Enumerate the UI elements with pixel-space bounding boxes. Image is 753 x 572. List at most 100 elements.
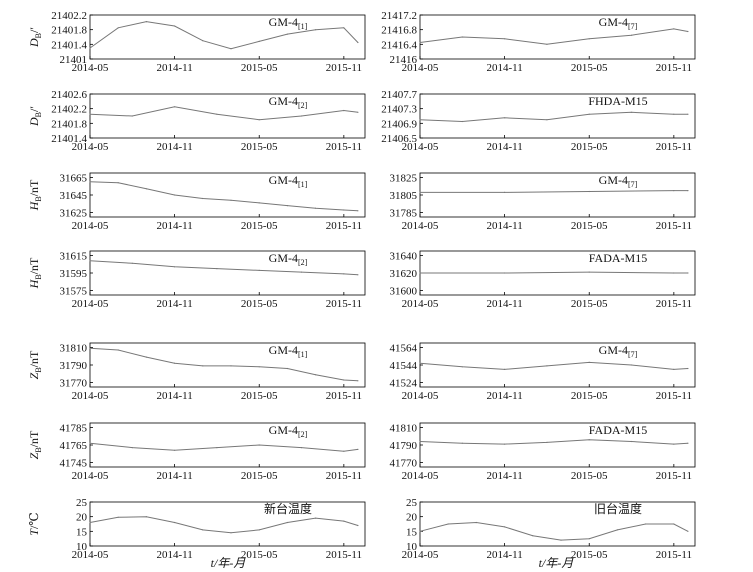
data-point <box>117 516 119 518</box>
data-point <box>419 530 421 532</box>
panel-10: 2014-05 2014-11 2015-05 2015-11 41564 41544 41… <box>390 342 696 402</box>
data-point <box>89 260 91 262</box>
data-point <box>343 520 345 522</box>
x-tick-label: 2014-05 <box>402 470 439 482</box>
data-point <box>131 115 133 117</box>
data-point <box>532 535 534 537</box>
data-point <box>673 190 675 192</box>
panel-frame <box>419 93 696 139</box>
x-tick-label: 2015-05 <box>571 141 608 153</box>
x-tick-label: 2014-05 <box>72 62 109 74</box>
data-point <box>419 362 421 364</box>
data-point <box>673 28 675 30</box>
y-tick-label: 21416 <box>390 54 418 66</box>
y-tick-label: 20 <box>406 512 418 524</box>
data-point <box>687 190 689 192</box>
data-point <box>419 119 421 121</box>
y-tick-label: 31625 <box>60 208 88 220</box>
y-tick-label: 21402.2 <box>51 104 87 116</box>
x-tick-label: 2015-05 <box>571 549 608 561</box>
data-point <box>174 194 176 196</box>
x-tick-label: 2014-05 <box>72 220 109 232</box>
x-tick-label: 2014-11 <box>156 470 192 482</box>
panel-title: GM-4[7] <box>599 15 638 31</box>
series-line <box>89 260 358 276</box>
data-point <box>357 274 359 276</box>
data-point <box>357 380 359 382</box>
y-tick-label: 31575 <box>60 286 88 298</box>
data-point <box>588 361 590 363</box>
y-tick-label: 31810 <box>60 342 88 354</box>
y-axis-label: DB/′ <box>27 106 43 127</box>
data-point <box>504 443 506 445</box>
y-tick-label: 25 <box>76 497 88 509</box>
x-tick-label: 2015-11 <box>656 470 692 482</box>
data-point <box>504 191 506 193</box>
data-point <box>357 448 359 450</box>
x-tick-label: 2014-05 <box>402 390 439 402</box>
data-point <box>315 374 317 376</box>
data-point <box>216 113 218 115</box>
data-point <box>174 25 176 27</box>
data-point <box>588 538 590 540</box>
data-point <box>89 181 91 183</box>
y-tick-label: 41524 <box>390 378 418 390</box>
panel-11: 2014-05 2014-11 2015-05 2015-11 41785 41765 41… <box>27 422 366 482</box>
data-point <box>230 199 232 201</box>
data-point <box>258 40 260 43</box>
panel-8: 2014-05 2014-11 2015-05 2015-11 31640 31620 31… <box>390 250 696 310</box>
panel-title: 旧台温度 <box>594 501 642 516</box>
y-tick-label: 31825 <box>390 172 418 184</box>
x-tick-label: 2014-05 <box>402 141 439 153</box>
series-line <box>419 361 688 370</box>
data-point <box>343 27 345 29</box>
data-point <box>230 365 232 367</box>
panel-14: 2014-05 2014-11 2015-05 2015-11 25 20 15 10 旧台温度 <box>402 497 696 561</box>
x-axis-title-left: t/年-月 <box>211 556 247 570</box>
y-axis-label: DB/′ <box>27 27 43 48</box>
data-point <box>145 188 147 190</box>
y-tick-label: 31615 <box>60 250 88 262</box>
data-point <box>174 521 176 524</box>
panel-frame <box>89 14 366 60</box>
data-point <box>131 262 133 264</box>
data-point <box>357 210 359 212</box>
x-tick-label: 2015-05 <box>241 141 278 153</box>
data-point <box>286 367 288 370</box>
panel-title: 新台温度 <box>264 501 312 516</box>
panel-title: GM-4[1] <box>269 15 308 31</box>
data-point <box>216 268 218 270</box>
data-point <box>461 120 463 123</box>
data-point <box>687 530 689 532</box>
data-point <box>461 36 463 38</box>
data-point <box>673 272 675 274</box>
panel-frame <box>89 342 366 388</box>
x-tick-label: 2015-11 <box>656 220 692 232</box>
y-tick-label: 31790 <box>60 360 88 372</box>
data-point <box>546 441 548 443</box>
x-tick-label: 2015-05 <box>571 298 608 310</box>
data-point <box>202 365 204 367</box>
data-point <box>560 539 562 541</box>
data-point <box>117 349 119 351</box>
data-point <box>630 111 633 113</box>
data-point <box>89 442 91 444</box>
x-tick-label: 2014-11 <box>486 470 522 482</box>
y-tick-label: 20 <box>76 512 88 524</box>
data-point <box>117 27 119 29</box>
data-point <box>546 119 548 121</box>
y-tick-label: 41785 <box>60 422 88 434</box>
y-tick-label: 41564 <box>390 342 418 354</box>
y-tick-label: 31640 <box>390 250 418 262</box>
series-line <box>89 516 359 534</box>
y-tick-label: 41745 <box>60 458 88 470</box>
x-tick-label: 2014-05 <box>402 549 439 561</box>
y-tick-label: 21401 <box>60 54 88 66</box>
x-tick-label: 2015-11 <box>326 470 362 482</box>
data-point <box>174 362 176 364</box>
panel-frame <box>89 93 366 139</box>
panel-title: GM-4[2] <box>269 94 308 110</box>
data-point <box>131 447 133 449</box>
y-axis-label: T/℃ <box>27 512 41 535</box>
